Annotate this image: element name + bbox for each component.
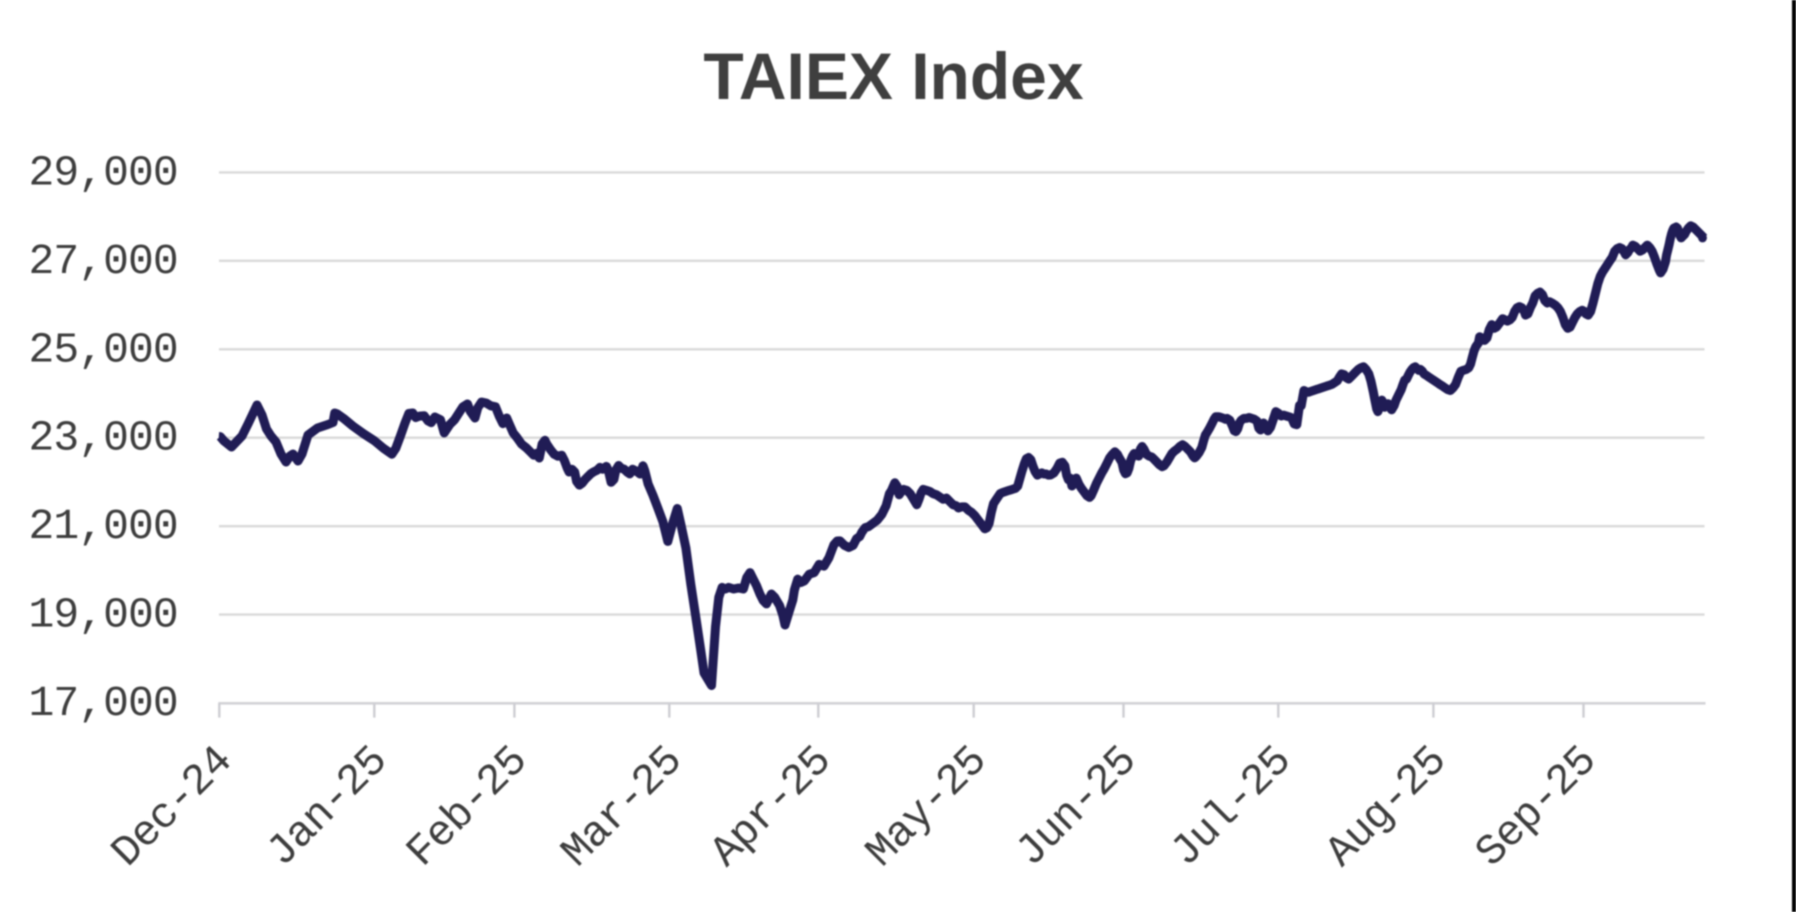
svg-text:Mar-25: Mar-25 bbox=[552, 737, 692, 877]
svg-text:Sep-25: Sep-25 bbox=[1466, 737, 1606, 877]
svg-text:21,000: 21,000 bbox=[29, 502, 178, 551]
svg-text:23,000: 23,000 bbox=[29, 414, 178, 463]
svg-text:27,000: 27,000 bbox=[29, 237, 178, 286]
svg-text:Aug-25: Aug-25 bbox=[1316, 737, 1456, 877]
svg-text:Jul-25: Jul-25 bbox=[1161, 737, 1301, 877]
svg-text:17,000: 17,000 bbox=[29, 679, 178, 728]
svg-text:Apr-25: Apr-25 bbox=[701, 737, 841, 877]
svg-text:Feb-25: Feb-25 bbox=[397, 737, 537, 877]
svg-text:May-25: May-25 bbox=[857, 737, 997, 877]
svg-text:19,000: 19,000 bbox=[29, 591, 178, 640]
svg-text:Dec-24: Dec-24 bbox=[102, 737, 242, 877]
svg-text:Jan-25: Jan-25 bbox=[257, 737, 397, 877]
svg-text:25,000: 25,000 bbox=[29, 325, 178, 374]
svg-text:Jun-25: Jun-25 bbox=[1006, 737, 1146, 877]
svg-text:29,000: 29,000 bbox=[29, 148, 178, 197]
